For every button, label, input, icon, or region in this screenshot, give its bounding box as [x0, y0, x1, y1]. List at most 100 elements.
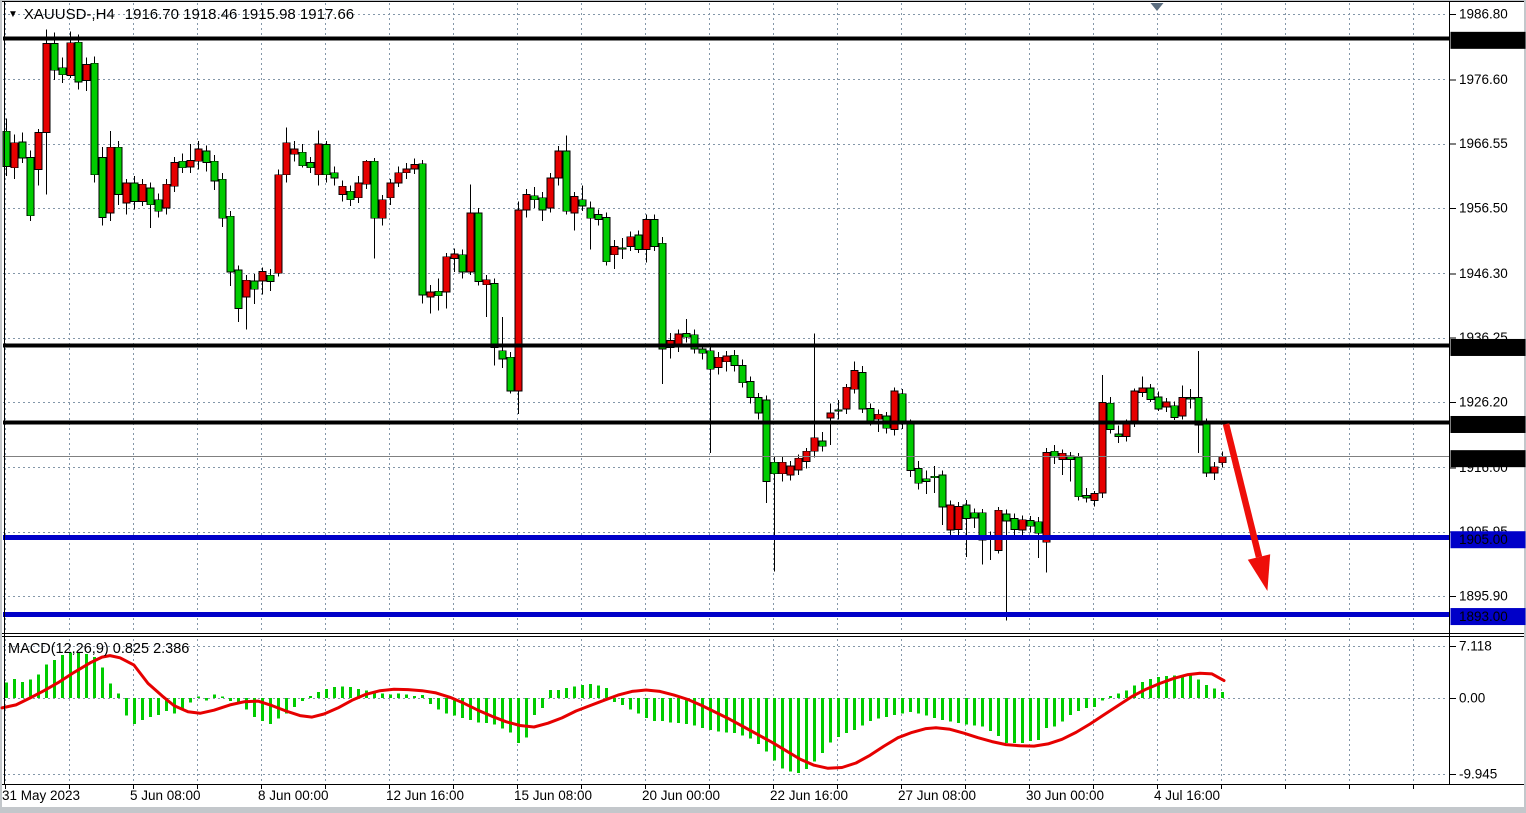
- candle-bull: [34, 132, 43, 170]
- candle-bear: [178, 160, 187, 169]
- candle-bull: [354, 182, 363, 199]
- candle-bull: [410, 164, 419, 170]
- candle-bear: [1034, 521, 1043, 534]
- candle-bear: [634, 234, 643, 251]
- candle-bear: [1202, 422, 1211, 474]
- candle-bear: [618, 247, 627, 250]
- candle-bull: [450, 253, 459, 259]
- candle-bull: [258, 270, 267, 282]
- candle-bull: [122, 182, 131, 204]
- price-tick-label: 1986.80: [1459, 7, 1508, 22]
- candle-bear: [906, 423, 915, 471]
- candle-bear: [698, 348, 707, 354]
- candle-bear: [458, 254, 467, 273]
- candle-bull: [138, 183, 147, 202]
- candle-bull: [482, 279, 491, 286]
- candle-bull: [314, 143, 323, 176]
- time-axis[interactable]: 31 May 2023 5 Jun 08:00 8 Jun 00:00 12 Jun …: [2, 785, 1414, 803]
- price-flag-label: 1983.00: [1459, 33, 1508, 48]
- candle-bull: [1018, 519, 1027, 531]
- candle-bull: [1178, 397, 1187, 417]
- panel-borders: [2, 0, 1524, 786]
- time-tick-label: 12 Jun 16:00: [386, 788, 464, 803]
- trend-arrow-shaft[interactable]: [1222, 423, 1263, 558]
- window-bottom-edge: [0, 807, 1526, 813]
- candle-bull: [994, 509, 1003, 551]
- price-tick-label: 1966.55: [1459, 136, 1508, 151]
- candle-bull: [826, 412, 835, 419]
- candle-bear: [746, 381, 755, 398]
- trend-arrow[interactable]: [1222, 423, 1271, 591]
- scroll-end-marker[interactable]: [1150, 3, 1164, 11]
- candle-bull: [626, 236, 635, 247]
- candle-bear: [234, 269, 243, 309]
- candle-bull: [274, 174, 283, 274]
- candle-bear: [330, 172, 339, 179]
- candle-bear: [1146, 387, 1155, 400]
- candle-bull: [1122, 422, 1131, 437]
- candle-bear: [586, 207, 595, 219]
- candle-bear: [754, 397, 763, 414]
- candle-bear: [1002, 513, 1011, 522]
- candle-bull: [954, 505, 963, 530]
- candle-bear: [530, 195, 539, 201]
- candle-bear: [930, 475, 939, 479]
- candle-bull: [1210, 466, 1219, 474]
- candle-bull: [890, 390, 899, 430]
- candle-bear: [1074, 456, 1083, 498]
- candle-bear: [26, 157, 35, 217]
- price-tick-label: 1926.20: [1459, 394, 1508, 409]
- price-tick-label: 1956.50: [1459, 200, 1508, 215]
- candle-bull: [714, 356, 723, 368]
- candle-bull: [778, 461, 787, 475]
- price-flag-label: 1893.00: [1459, 609, 1508, 624]
- trend-arrow-head[interactable]: [1247, 554, 1271, 591]
- macd-axis[interactable]: 7.118 0.00 -9.945: [1449, 638, 1497, 781]
- candle-bear: [50, 43, 59, 71]
- candle-bull: [722, 355, 731, 363]
- candle-bear: [114, 146, 123, 195]
- symbol-dropdown-icon[interactable]: ▼: [8, 9, 18, 20]
- candle-bear: [1170, 405, 1179, 418]
- candle-bear: [346, 190, 355, 201]
- candle-bear: [690, 334, 699, 350]
- candle-bull: [874, 413, 883, 420]
- price-flag-1917.66: [1450, 450, 1526, 468]
- candle-bear: [90, 62, 99, 176]
- candle-bear: [210, 160, 219, 182]
- candle-bear: [250, 280, 259, 290]
- candle-bull: [42, 43, 51, 133]
- candle-bull: [394, 172, 403, 184]
- symbol-period-label: XAUUSD-,H4: [23, 6, 115, 23]
- candle-bear: [1082, 495, 1091, 499]
- price-axis[interactable]: 1986.801976.601966.551956.501946.301936.…: [1449, 7, 1526, 626]
- price-flag-1935.03: [1450, 338, 1526, 356]
- candle-bull: [1098, 402, 1107, 494]
- candle-bull: [1090, 493, 1099, 501]
- candle-bear: [658, 242, 667, 350]
- candle-bear: [418, 163, 427, 296]
- candle-bear: [1010, 518, 1019, 530]
- candle-bear: [938, 474, 947, 508]
- candle-bear: [1154, 396, 1163, 410]
- time-tick-label: 22 Jun 16:00: [770, 788, 848, 803]
- candle-bear: [322, 144, 331, 176]
- time-tick-label: 27 Jun 08:00: [898, 788, 976, 803]
- candle-bear: [218, 178, 227, 219]
- candlestick-series: [2, 29, 1227, 621]
- time-tick-label: 30 Jun 00:00: [1026, 788, 1104, 803]
- candle-bear: [978, 512, 987, 541]
- candle-bear: [770, 461, 779, 475]
- candle-bull: [1042, 452, 1051, 543]
- price-flag-1983.00: [1450, 31, 1526, 49]
- candle-bull: [162, 183, 171, 209]
- time-tick-label: 20 Jun 00:00: [642, 788, 720, 803]
- candle-bull: [378, 199, 387, 219]
- time-tick-label: 31 May 2023: [2, 788, 80, 803]
- candle-bear: [602, 217, 611, 263]
- price-flag-label: 1935.03: [1459, 340, 1508, 355]
- candle-bear: [834, 409, 843, 412]
- candle-bear: [1066, 455, 1075, 461]
- candle-bull: [1138, 387, 1147, 393]
